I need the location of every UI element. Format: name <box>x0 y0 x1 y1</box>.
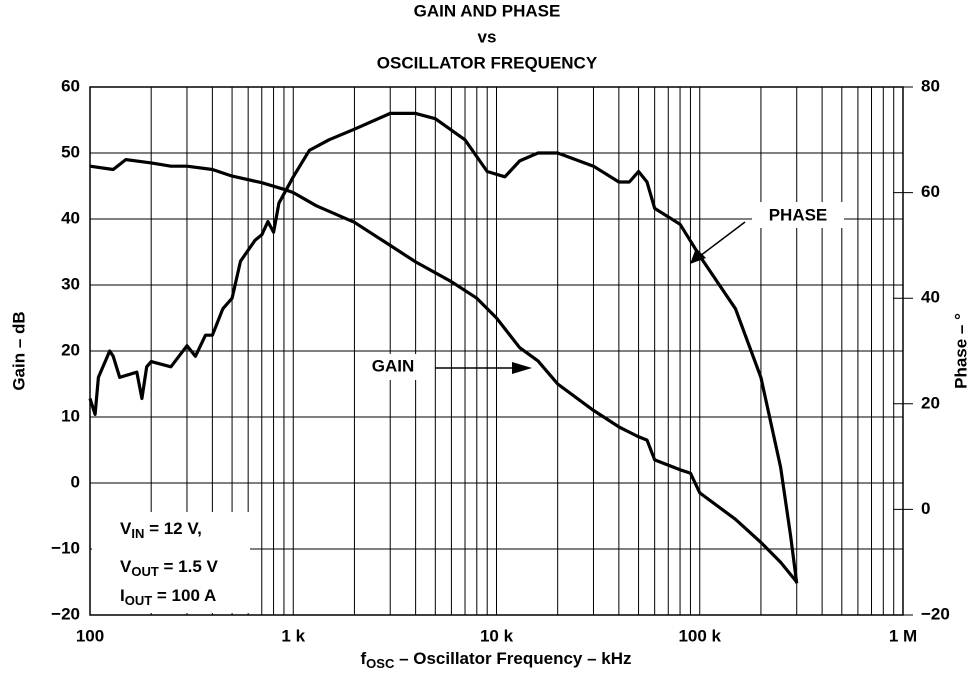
x-tick-label: 1 M <box>889 626 917 645</box>
x-axis-label-sub: OSC <box>366 656 395 671</box>
condition-rest: = 1.5 V <box>159 557 219 576</box>
lines <box>88 111 799 584</box>
y-tick-label: 50 <box>61 142 80 161</box>
y-tick-label: −20 <box>51 604 80 623</box>
y-tick-label: 20 <box>61 340 80 359</box>
chart-title: GAIN AND PHASE <box>414 1 561 20</box>
x-tick-label: 10 k <box>480 626 514 645</box>
y-tick-label: 0 <box>71 472 80 491</box>
chart-title: vs <box>478 27 497 46</box>
x-tick-label: 1 k <box>281 626 305 645</box>
condition-base: V <box>120 519 132 538</box>
condition: IOUT = 100 A <box>120 586 216 608</box>
label-bg <box>752 202 844 228</box>
conditions-box <box>92 512 250 613</box>
y2-tick-label: 60 <box>921 182 940 201</box>
condition-rest: = 100 A <box>152 586 216 605</box>
y2-axis-label: Phase – ° <box>951 313 970 389</box>
chart-title: OSCILLATOR FREQUENCY <box>377 53 598 72</box>
y2-tick-label: 20 <box>921 393 940 412</box>
y-tick-label: 10 <box>61 406 80 425</box>
condition-base: I <box>120 586 125 605</box>
condition: VOUT = 1.5 V <box>120 557 219 579</box>
arrow-head <box>690 248 706 264</box>
x-tick-label: 100 <box>76 626 104 645</box>
condition-sub: IN <box>131 526 144 541</box>
condition-base: V <box>120 557 132 576</box>
y2-tick-label: 0 <box>921 499 930 518</box>
condition-sub: OUT <box>125 593 153 608</box>
label-bg <box>355 354 431 380</box>
arrow-head <box>512 362 532 374</box>
y-tick-label: 60 <box>61 76 80 95</box>
x-axis-label-base: f <box>361 649 367 668</box>
x-axis-label: fOSC – Oscillator Frequency – kHz <box>361 649 632 671</box>
series-label: PHASE <box>769 205 828 224</box>
condition: VIN = 12 V, <box>120 519 202 541</box>
y2-tick-label: −20 <box>921 604 950 623</box>
y2-tick-label: 80 <box>921 76 940 95</box>
y-tick-label: −10 <box>51 538 80 557</box>
y-tick-label: 40 <box>61 208 80 227</box>
condition-rest: = 12 V, <box>144 519 202 538</box>
series-line <box>89 158 798 584</box>
arrow <box>699 221 746 257</box>
plot-frame <box>89 86 904 616</box>
y2-tick-label: 40 <box>921 288 940 307</box>
x-tick-label: 100 k <box>678 626 721 645</box>
y-tick-label: 30 <box>61 274 80 293</box>
condition-sub: OUT <box>131 564 159 579</box>
series-line <box>88 111 799 584</box>
y-axis-label: Gain – dB <box>9 311 28 390</box>
x-axis-label-rest: – Oscillator Frequency – kHz <box>394 649 631 668</box>
series-label: GAIN <box>372 356 415 375</box>
